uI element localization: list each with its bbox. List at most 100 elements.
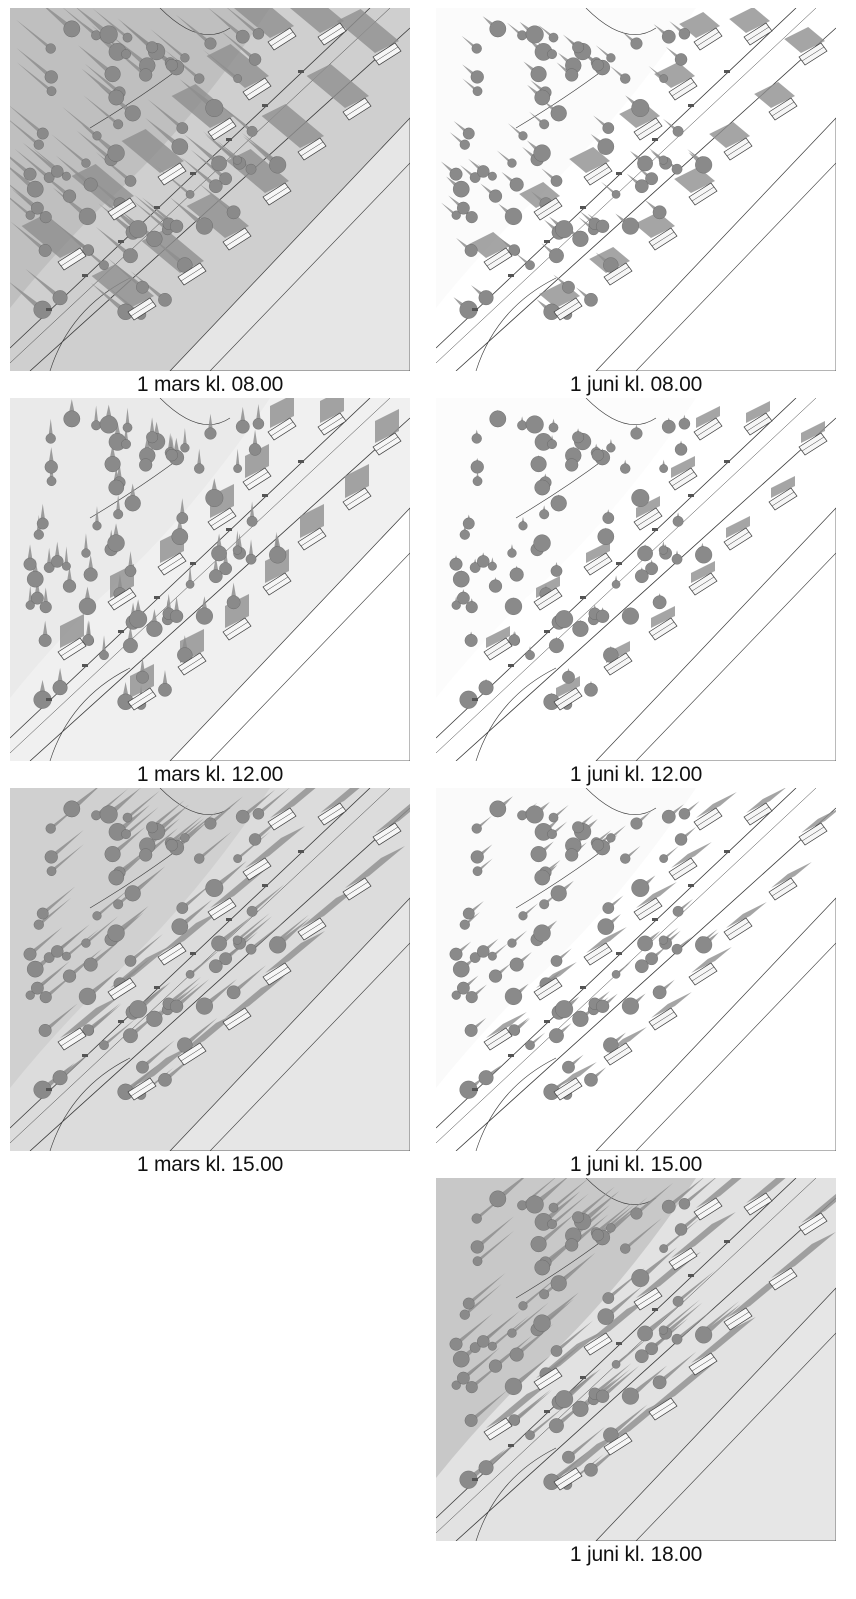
tree [78,597,97,615]
tree-shadow [622,845,641,859]
tree [504,207,523,225]
tree-shadow [81,68,121,98]
house-shadow [651,992,692,1018]
tree [219,172,232,186]
tree-shadow [441,202,459,216]
car [508,274,514,277]
tree [471,823,482,834]
tree [204,817,217,830]
tree-shadow [607,1032,626,1046]
tree [180,833,190,843]
tree [104,456,121,473]
roof-ridge [696,31,720,47]
roof-ridge [696,1201,720,1217]
roof-ridge [696,421,720,437]
tree [465,1381,478,1394]
tree-shadow [554,880,574,894]
roof-ridge [771,881,795,897]
tree [539,1289,550,1300]
house-shadow [225,976,285,1018]
tree-shadow [64,546,69,567]
tree [509,957,524,972]
car [652,918,658,921]
tree-shadow [25,268,64,298]
tree [104,66,121,83]
tree [548,32,559,43]
tree [678,28,691,40]
tree [602,1292,615,1304]
car [508,664,514,667]
tree [509,567,524,582]
tree [204,427,217,440]
tree [52,290,68,306]
tree [107,534,125,552]
tree [471,43,482,54]
tree-shadow [622,1217,662,1249]
tree-shadow [230,965,267,993]
roof-ridge [726,141,750,157]
caption-mars-1200: 1 mars kl. 12.00 [136,763,284,786]
house-shadow [746,788,786,813]
tree [26,180,44,198]
house-shadow [261,104,324,148]
panel-juni-1200 [436,398,836,761]
tree-shadow [94,506,100,526]
house-shadow [206,44,269,88]
tree-shadow [16,62,54,92]
tree [659,74,668,83]
house-shadow [71,164,134,208]
roof-ridge [486,251,510,267]
tree [233,854,242,863]
tree [78,987,97,1005]
tree [584,293,598,307]
tree-shadow [101,635,107,656]
tree [658,155,668,165]
car [580,206,586,209]
house-shadow [130,1046,190,1088]
house-shadow [21,214,85,258]
tree [459,1309,470,1320]
tree [465,991,478,1004]
tree [170,219,184,233]
car [472,698,478,701]
tree-shadow [115,494,121,515]
house-shadow [270,398,294,428]
tree [459,139,470,150]
house-shadow [586,1297,651,1343]
tree [91,420,102,431]
house-shadow [569,147,610,173]
tree-shadow [103,200,143,230]
house-shadow [556,1062,597,1088]
access-road [475,788,657,1151]
tree [124,955,137,967]
car [544,240,550,243]
tree [136,1060,149,1074]
tree [462,127,475,140]
tree [185,970,195,979]
tree [45,43,56,54]
car [226,528,232,531]
access-road [475,398,657,761]
tree-shadow [167,815,203,843]
tree [549,248,564,264]
tree [123,638,138,654]
tree [194,853,205,864]
roof-ridge [130,691,154,707]
tree-shadow [648,946,667,959]
tree-shadow [568,1214,609,1245]
tree-shadow [220,30,259,60]
tree [549,1418,564,1434]
tree [44,850,58,864]
tree [652,985,667,1000]
tree [620,463,631,474]
tree-shadow [10,221,49,251]
tree-shadow [152,804,189,832]
tree [534,89,551,106]
tree [477,945,490,958]
tree [631,99,650,117]
tree [549,638,564,654]
car [118,630,124,633]
roof-ridge [225,621,249,637]
tree [91,30,102,41]
tree [550,955,563,967]
